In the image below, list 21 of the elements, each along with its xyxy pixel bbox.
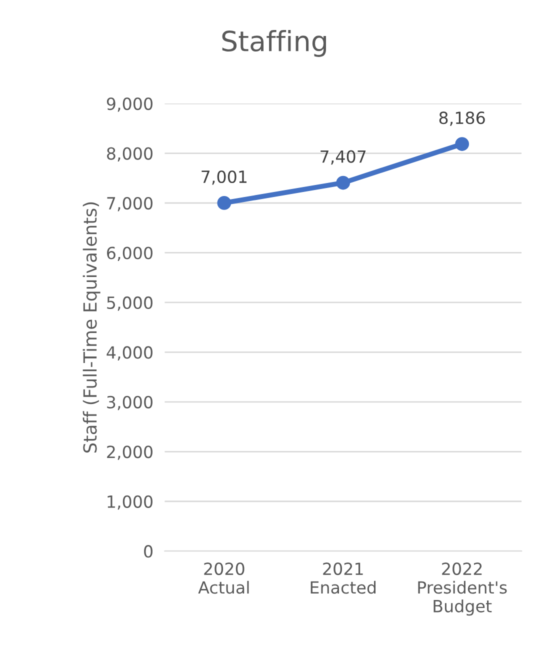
point [217,196,232,210]
y-tick-label: 4,000 [106,346,152,360]
point [455,137,470,151]
y-tick-label: 3,000 [107,396,152,410]
y-tick-label: 0 [144,545,152,558]
y-tick-label: 2,000 [107,446,152,460]
point [336,176,350,190]
y-tick-label: 8,000 [107,147,152,162]
y-tick-label: 1,000 [108,495,152,510]
x-tick-label: 2020 Actual [198,562,249,594]
y-tick-label: 5,000 [107,296,152,311]
y-tick-label: 9,000 [106,98,152,112]
y-axis-title: Staff (Full-Time Equivalents) [82,202,100,453]
chart-title: Staffing [222,30,326,57]
x-tick-label: 2021 Enacted [310,562,376,594]
data-label: 8,186 [439,112,485,126]
x-tick-label: 2022 President's Budget [418,562,507,616]
y-tick-label: 7,000 [107,196,152,212]
data-label: 7,001 [202,170,246,185]
y-tick-label: 6,000 [107,246,152,261]
data-label: 7,407 [320,150,366,165]
